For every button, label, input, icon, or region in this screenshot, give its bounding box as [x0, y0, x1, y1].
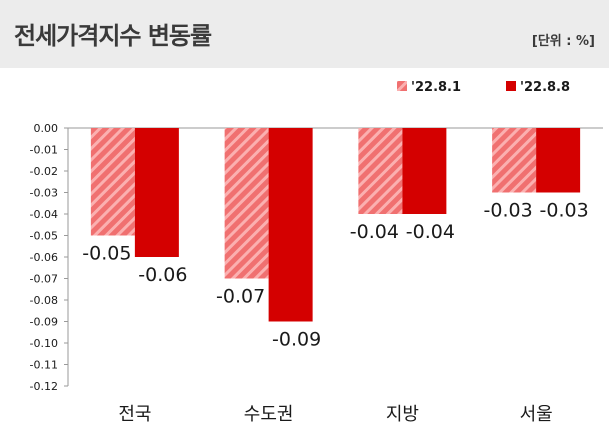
- y-tick-label: -0.02: [30, 165, 58, 178]
- y-tick-label: -0.06: [30, 251, 58, 264]
- bar: [536, 128, 581, 193]
- legend-label: '22.8.1: [411, 80, 461, 95]
- bar: [224, 128, 269, 279]
- unit-label: [단위 : %]: [531, 34, 595, 49]
- category-label: 수도권: [244, 404, 294, 425]
- data-label: -0.09: [272, 329, 321, 351]
- y-tick-label: -0.01: [30, 144, 58, 157]
- header-band: [0, 0, 609, 68]
- y-tick-label: 0.00: [34, 122, 59, 135]
- bar: [268, 128, 313, 322]
- y-tick-label: -0.12: [30, 380, 58, 393]
- data-label: -0.04: [406, 221, 455, 243]
- bar: [492, 128, 537, 193]
- data-label: -0.05: [82, 243, 131, 265]
- bar: [134, 128, 179, 257]
- bar: [90, 128, 135, 236]
- y-tick-label: -0.04: [30, 208, 58, 221]
- data-label: -0.07: [216, 286, 265, 308]
- y-tick-label: -0.10: [30, 337, 58, 350]
- data-label: -0.06: [138, 264, 187, 286]
- legend-swatch: [506, 81, 516, 91]
- category-label: 서울: [520, 404, 553, 425]
- y-tick-label: -0.07: [30, 273, 58, 286]
- category-label: 지방: [386, 404, 419, 425]
- y-tick-label: -0.08: [30, 294, 58, 307]
- category-label: 전국: [118, 404, 151, 425]
- data-label: -0.03: [484, 200, 533, 222]
- legend-swatch: [397, 81, 407, 91]
- y-tick-label: -0.05: [30, 230, 58, 243]
- data-label: -0.03: [540, 200, 589, 222]
- legend-label: '22.8.8: [520, 80, 570, 95]
- bar: [402, 128, 447, 214]
- data-label: -0.04: [350, 221, 399, 243]
- bar: [358, 128, 403, 214]
- chart-title: 전세가격지수 변동률: [14, 22, 212, 50]
- y-tick-label: -0.03: [30, 187, 58, 200]
- y-tick-label: -0.09: [30, 316, 58, 329]
- y-tick-label: -0.11: [30, 359, 58, 372]
